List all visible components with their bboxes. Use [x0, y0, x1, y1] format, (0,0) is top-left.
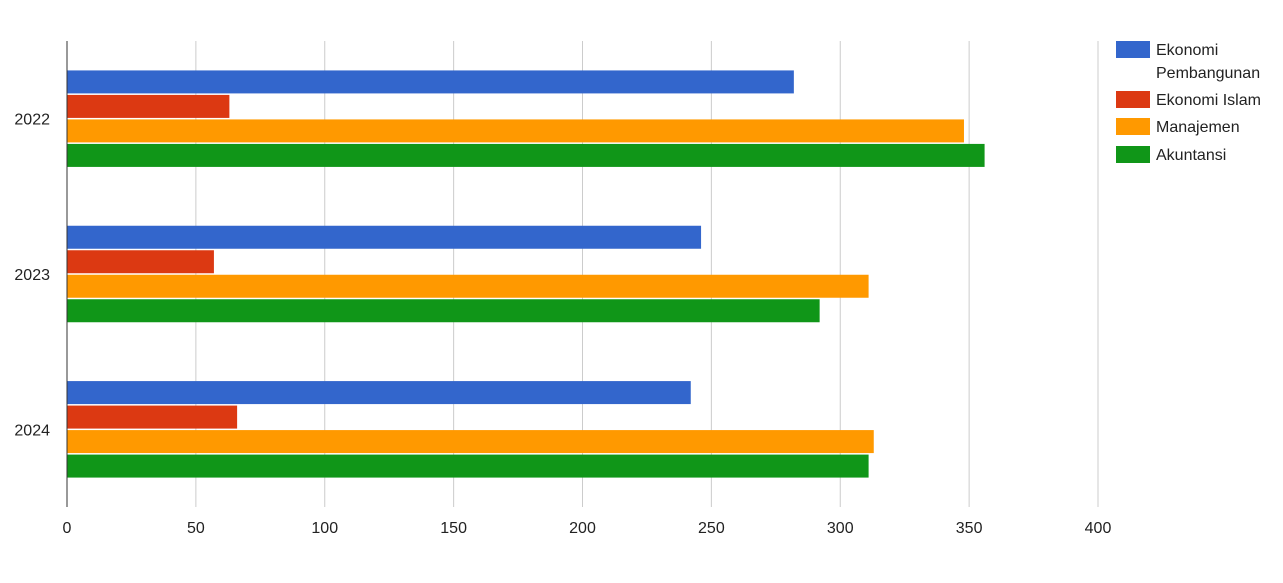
- bars: [67, 70, 985, 478]
- bar-2022-0: [67, 70, 794, 94]
- grid-lines: [195, 41, 1099, 507]
- x-tick-label-350: 350: [956, 520, 983, 537]
- bar-2022-3: [67, 143, 985, 167]
- bar-2022-2: [67, 119, 964, 143]
- x-tick-label-50: 50: [187, 520, 205, 537]
- legend-swatch-1: [1116, 91, 1150, 108]
- legend-swatch-3: [1116, 146, 1150, 163]
- x-tick-label-100: 100: [311, 520, 338, 537]
- x-tick-label-150: 150: [440, 520, 467, 537]
- x-tick-label-300: 300: [827, 520, 854, 537]
- x-axis-ticks: 0 50 100 150 200 250 300 350 400: [63, 520, 1112, 537]
- legend-swatch-2: [1116, 118, 1150, 135]
- bar-2023-3: [67, 299, 820, 323]
- bar-2022-1: [67, 94, 230, 118]
- x-tick-label-0: 0: [63, 520, 72, 537]
- bar-2024-2: [67, 430, 874, 454]
- category-label-2023: 2023: [14, 267, 50, 284]
- bar-2023-2: [67, 274, 869, 298]
- category-label-2024: 2024: [14, 422, 50, 439]
- legend-label-0: Ekonomi Pembangunan: [1156, 42, 1260, 82]
- category-labels: 2022 2023 2024: [14, 112, 50, 440]
- legend: Ekonomi Pembangunan Ekonomi Islam Manajemen…: [1116, 41, 1261, 164]
- legend-label-1: Ekonomi Islam: [1156, 92, 1261, 109]
- bar-2023-0: [67, 225, 702, 249]
- bar-2024-3: [67, 454, 869, 478]
- x-tick-label-400: 400: [1085, 520, 1112, 537]
- bar-2024-0: [67, 381, 691, 405]
- legend-swatch-0: [1116, 41, 1150, 58]
- category-label-2022: 2022: [14, 112, 50, 129]
- legend-label-3: Akuntansi: [1156, 147, 1226, 164]
- bar-2024-1: [67, 405, 238, 429]
- x-tick-label-250: 250: [698, 520, 725, 537]
- bar-2023-1: [67, 250, 214, 274]
- legend-label-2: Manajemen: [1156, 119, 1240, 136]
- x-tick-label-200: 200: [569, 520, 596, 537]
